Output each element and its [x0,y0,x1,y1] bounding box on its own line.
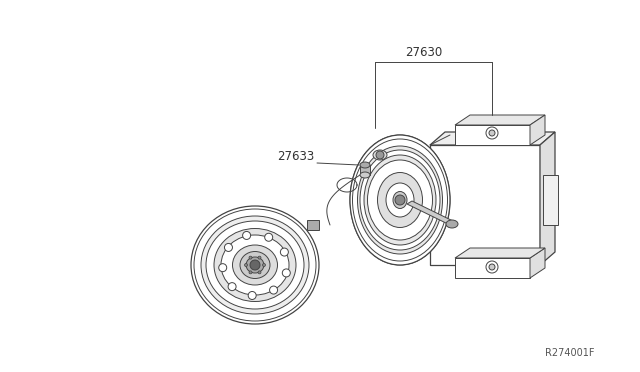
Polygon shape [455,115,545,125]
Circle shape [249,256,252,259]
Circle shape [376,151,384,159]
Ellipse shape [386,183,414,217]
Ellipse shape [393,192,407,208]
Polygon shape [455,125,530,145]
Circle shape [228,283,236,291]
Polygon shape [455,258,530,278]
Circle shape [280,248,289,256]
Ellipse shape [240,251,270,279]
Ellipse shape [378,173,422,228]
Circle shape [258,256,261,259]
Ellipse shape [206,221,304,309]
Ellipse shape [360,172,370,178]
Circle shape [225,243,232,251]
Ellipse shape [364,155,436,245]
Text: 27633: 27633 [277,150,314,163]
Circle shape [486,127,498,139]
Circle shape [244,263,248,266]
Ellipse shape [367,160,433,240]
Ellipse shape [350,135,450,265]
Polygon shape [455,248,545,258]
Circle shape [486,261,498,273]
Polygon shape [540,132,555,265]
Circle shape [282,269,291,277]
Ellipse shape [360,150,440,250]
Ellipse shape [246,257,264,273]
Circle shape [489,130,495,136]
Text: 27630: 27630 [405,46,442,59]
Circle shape [395,195,405,205]
Circle shape [248,292,256,299]
Circle shape [258,271,261,274]
Circle shape [489,264,495,270]
Polygon shape [307,220,319,230]
Circle shape [262,263,266,266]
Circle shape [219,264,227,272]
Circle shape [249,271,252,274]
Ellipse shape [232,245,278,285]
Polygon shape [530,115,545,145]
Polygon shape [430,145,540,265]
Circle shape [250,260,260,270]
Circle shape [243,231,251,240]
Polygon shape [430,132,555,145]
Ellipse shape [350,135,450,265]
Polygon shape [530,248,545,278]
Ellipse shape [221,235,289,295]
Circle shape [269,286,278,294]
Ellipse shape [446,220,458,228]
Ellipse shape [191,206,319,324]
Text: R274001F: R274001F [545,348,595,358]
Circle shape [265,233,273,241]
Ellipse shape [373,150,387,160]
Ellipse shape [360,162,370,168]
Polygon shape [360,165,370,175]
Ellipse shape [358,146,442,254]
Ellipse shape [201,216,309,314]
Ellipse shape [214,228,296,301]
Polygon shape [543,175,558,225]
Polygon shape [407,201,455,225]
